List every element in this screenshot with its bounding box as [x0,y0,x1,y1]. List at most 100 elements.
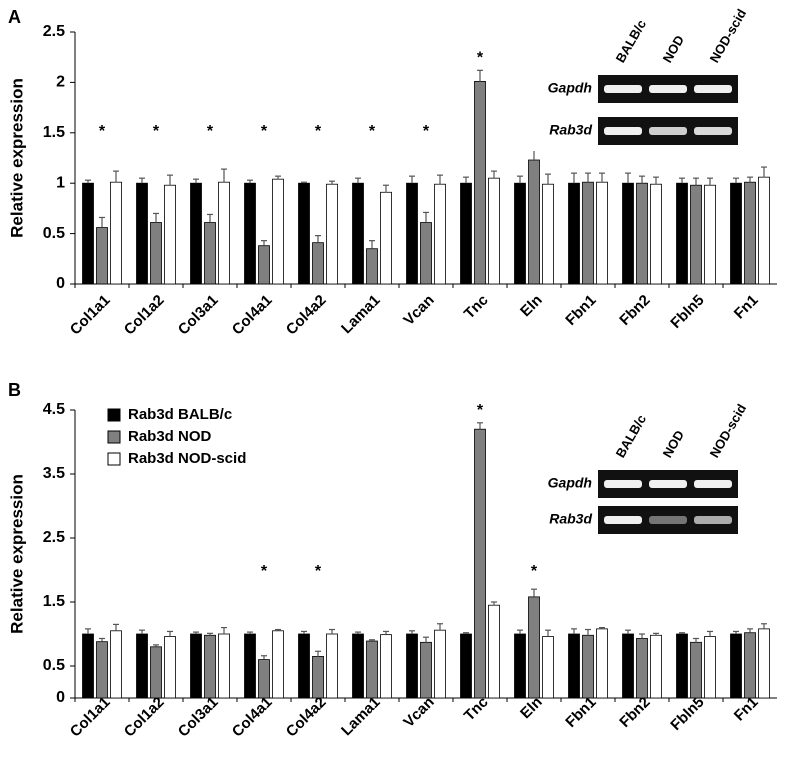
error-bar [477,69,483,82]
x-tick-label: Col4a2 [283,694,330,741]
gel-band [604,127,642,135]
y-tick-label: 2.5 [43,23,65,40]
error-bar [409,175,415,184]
error-bar [639,633,645,639]
x-tick-label: Lama1 [338,292,384,338]
bar [164,636,176,699]
bar [380,634,392,699]
bar [258,245,270,285]
x-tick-label: Tnc [461,292,492,323]
bar [650,634,662,699]
significance-mark: * [477,50,484,67]
error-bar [221,168,227,183]
panel-label: B [8,380,21,400]
y-axis-title: Relative expression [7,78,26,238]
legend-swatch [107,430,121,444]
bar [218,633,230,699]
bar [568,633,580,699]
bar [582,634,594,699]
bar [164,184,176,285]
error-bar [247,179,253,184]
y-tick-label: 2 [56,74,65,91]
error-bar [207,213,213,223]
bar [110,181,122,285]
error-bar [113,623,119,631]
bar [636,638,648,699]
x-tick-label: Fbn2 [616,292,653,329]
bar [352,182,364,285]
x-tick-label: Col3a1 [175,292,222,339]
bar [730,182,742,285]
error-bar [625,629,631,634]
error-bar [329,628,335,634]
gene-label: Rab3d [549,511,592,527]
y-tick-label: 0 [56,275,65,292]
bar [136,633,148,699]
bar [190,633,202,699]
x-tick-label: Fbn1 [562,292,599,329]
error-bar [275,175,281,180]
x-tick-label: Col1a2 [121,292,168,339]
x-tick-label: Vcan [400,292,437,329]
error-bar [463,632,469,634]
significance-mark: * [261,123,268,140]
bar [82,182,94,285]
error-bar [193,631,199,634]
bar [758,628,770,699]
error-bar [733,630,739,634]
error-bar [491,601,497,606]
bar [136,182,148,285]
error-bar [545,629,551,637]
bar [488,604,500,699]
error-bar [85,179,91,184]
bar [460,182,472,285]
error-bar [113,170,119,183]
significance-mark: * [99,123,106,140]
error-bar [383,630,389,635]
error-bar [383,184,389,193]
significance-mark: * [369,123,376,140]
error-bar [315,235,321,243]
error-bar [761,166,767,178]
bar [96,641,108,699]
y-axis-title: Relative expression [7,474,26,634]
bar [272,178,284,285]
bar [474,80,486,285]
x-tick-label: Col1a2 [121,694,168,741]
bar [312,242,324,285]
bar [244,182,256,285]
y-tick-label: 0 [56,689,65,706]
error-bar [693,177,699,186]
significance-mark: * [315,123,322,140]
significance-mark: * [477,402,484,419]
error-bar [679,177,685,184]
error-bar [167,174,173,186]
bar [218,181,230,285]
panel-label: A [8,7,21,27]
bar [82,633,94,699]
bar [366,640,378,699]
legend-swatch [107,408,121,422]
x-tick-label: Fn1 [731,292,762,323]
error-bar [585,172,591,183]
bar [434,629,446,699]
error-bar [733,177,739,184]
bar [758,176,770,285]
gel-band [649,480,687,488]
error-bar [679,632,685,634]
significance-mark: * [207,123,214,140]
x-tick-label: Vcan [400,694,437,731]
x-tick-label: Fbn2 [616,694,653,731]
gel-band [604,516,642,524]
error-bar [477,422,483,430]
y-tick-label: 1.5 [43,593,65,610]
error-bar [437,174,443,185]
significance-mark: * [315,563,322,580]
bar [704,184,716,285]
error-bar [747,176,753,183]
x-tick-label: Fbln5 [667,694,707,734]
bar [676,633,688,699]
error-bar [545,173,551,185]
gene-label: Gapdh [548,80,592,96]
bar [420,641,432,699]
